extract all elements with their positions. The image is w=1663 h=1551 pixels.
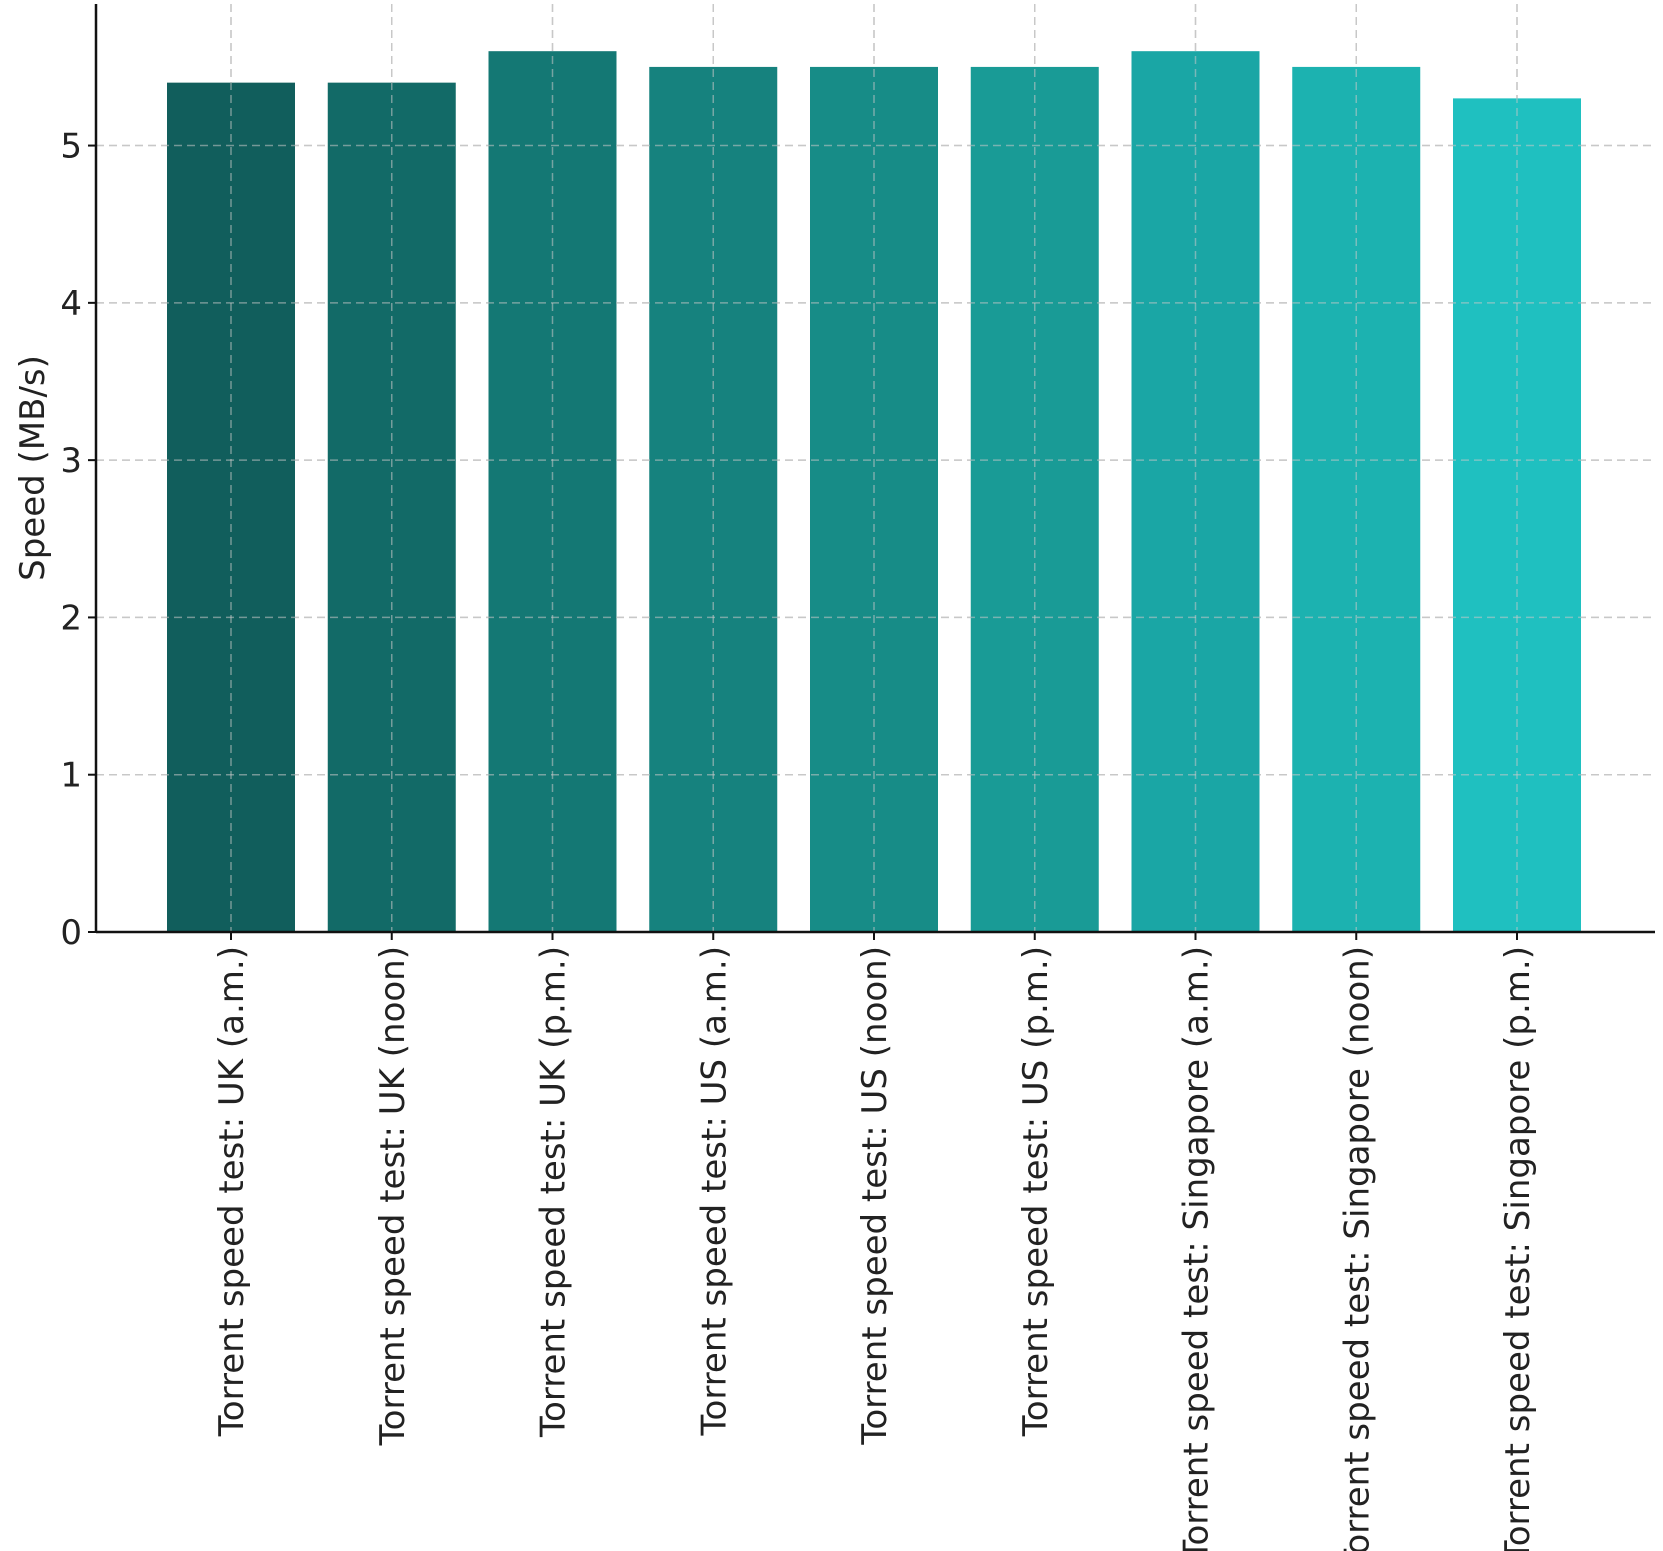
y-ticks: 0 1 2 3 4 5 [60,127,96,953]
y-tick-label: 3 [60,441,82,481]
x-gridlines-overlay [230,4,1518,932]
x-tick-label: Torrent speed test: UK (a.m.) [212,946,252,1437]
y-tick-label: 1 [60,756,82,796]
x-tick-label: Torrent speed test: US (noon) [855,946,895,1446]
x-tick-label: Torrent speed test: UK (p.m.) [534,946,574,1438]
x-tick-label: Torrent speed test: US (p.m.) [1016,946,1056,1437]
y-tick-label: 4 [60,284,82,324]
x-tick-label: Torrent speed test: Singapore (a.m.) [1177,946,1217,1551]
x-tick-label: Torrent speed test: Singapore (p.m.) [1498,946,1538,1551]
axes [94,4,1655,934]
y-tick-label: 5 [60,127,82,167]
x-ticks: Torrent speed test: UK (a.m.) Torrent spe… [212,932,1538,1551]
y-axis-title: Speed (MB/s) [13,355,53,581]
x-tick-label: Torrent speed test: US (a.m.) [694,946,734,1436]
y-tick-label: 0 [60,913,82,953]
x-tick-label: Torrent speed test: Singapore (noon) [1337,946,1377,1551]
y-tick-label: 2 [60,598,82,638]
x-tick-label: Torrent speed test: UK (noon) [373,946,413,1446]
